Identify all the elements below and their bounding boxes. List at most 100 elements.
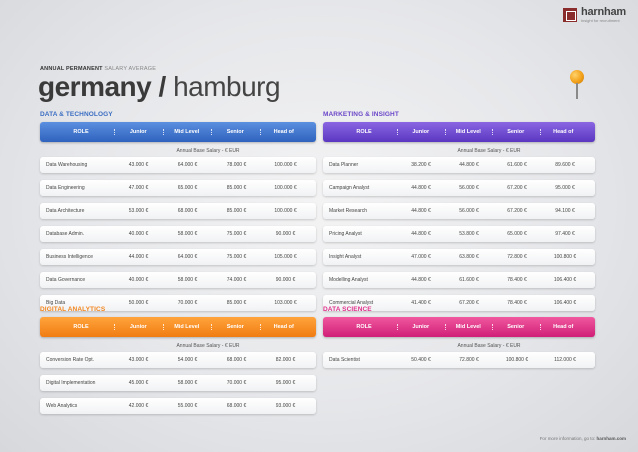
cell-mid: 58.000 €	[177, 380, 198, 386]
cell-mid: 64.000 €	[177, 162, 198, 168]
col-senior: Senior	[211, 129, 260, 135]
salary-subtitle: Annual Base Salary - € EUR	[457, 343, 521, 349]
cell-senior: 78.400 €	[507, 300, 527, 306]
col-role: ROLE	[356, 324, 372, 330]
footer-link[interactable]: harnham.com	[596, 436, 626, 441]
section-title: DATA SCIENCE	[323, 306, 372, 313]
cell-junior: 41.400 €	[411, 300, 431, 306]
row-role: Data Governance	[46, 277, 86, 283]
salary-subtitle: Annual Base Salary - € EUR	[176, 148, 240, 154]
col-junior: Junior	[114, 324, 163, 330]
col-head: Head of	[539, 129, 588, 135]
table-rows: Data Scientist 50.400 € 72.800 € 100.800 € 1…	[323, 352, 595, 368]
cell-senior: 65.000 €	[507, 231, 527, 237]
col-head: Head of	[539, 324, 588, 330]
section-title: DIGITAL ANALYTICS	[40, 306, 106, 313]
salary-subtitle: Annual Base Salary - € EUR	[176, 343, 240, 349]
cell-senior: 78.000 €	[226, 162, 247, 168]
cell-head: 90.000 €	[275, 231, 296, 237]
cell-junior: 47.000 €	[411, 254, 431, 260]
cell-head: 105.000 €	[274, 254, 297, 260]
cell-head: 112.000 €	[554, 357, 576, 363]
row-role: Database Admin.	[46, 231, 85, 237]
cell-junior: 38.200 €	[411, 162, 431, 168]
cell-head: 94.100 €	[555, 208, 575, 214]
section-marketing-insight: MARKETING & INSIGHT ROLE Junior Mid Leve…	[323, 110, 595, 311]
title-city: hamburg	[173, 71, 281, 102]
table-row: Data Warehousing 43.000 € 64.000 € 78.000 €…	[40, 157, 316, 173]
cell-junior: 53.000 €	[128, 208, 149, 214]
cell-head: 103.000 €	[274, 300, 297, 306]
harnham-logo-icon	[562, 8, 577, 22]
row-role: Pricing Analyst	[329, 231, 362, 237]
cell-senior: 72.800 €	[507, 254, 527, 260]
row-role: Campaign Analyst	[329, 185, 370, 191]
col-role: ROLE	[73, 324, 89, 330]
col-mid: Mid Level	[444, 129, 493, 135]
table-header: ROLE Junior Mid Level Senior Head of	[323, 317, 595, 337]
cell-senior: 75.000 €	[226, 231, 247, 237]
cell-junior: 40.000 €	[128, 277, 149, 283]
cell-junior: 44.800 €	[411, 277, 431, 283]
row-role: Data Warehousing	[46, 162, 88, 168]
cell-head: 100.000 €	[274, 162, 297, 168]
table-header: ROLE Junior Mid Level Senior Head of	[40, 317, 316, 337]
table-row: Data Governance 40.000 € 58.000 € 74.000 € 9…	[40, 272, 316, 288]
cell-senior: 67.200 €	[507, 208, 527, 214]
cell-senior: 75.000 €	[226, 254, 247, 260]
col-mid: Mid Level	[444, 324, 493, 330]
cell-head: 95.000 €	[275, 380, 296, 386]
cell-head: 106.400 €	[553, 300, 577, 306]
row-role: Conversion Rate Opt.	[46, 357, 95, 363]
row-role: Insight Analyst	[329, 254, 362, 260]
cell-head: 89.600 €	[555, 162, 575, 168]
cell-head: 82.000 €	[275, 357, 296, 363]
cell-senior: 67.200 €	[507, 185, 527, 191]
col-junior: Junior	[397, 129, 445, 135]
cell-senior: 68.000 €	[226, 403, 247, 409]
table-row: Market Research 44.800 € 56.000 € 67.200 € 9…	[323, 203, 595, 219]
cell-senior: 85.000 €	[226, 208, 247, 214]
row-role: Data Engineering	[46, 185, 85, 191]
col-role: ROLE	[356, 129, 372, 135]
cell-mid: 72.800 €	[459, 357, 479, 363]
table-row: Database Admin. 40.000 € 58.000 € 75.000 € 9…	[40, 226, 316, 242]
table-row: Commercial Analyst 41.400 € 67.200 € 78.400…	[323, 295, 595, 311]
cell-senior: 85.000 €	[226, 185, 247, 191]
table-header: ROLE Junior Mid Level Senior Head of	[323, 122, 595, 142]
cell-mid: 56.000 €	[459, 208, 479, 214]
kicker-bold: ANNUAL PERMANENT	[40, 66, 103, 72]
row-role: Big Data	[46, 300, 66, 306]
cell-head: 106.400 €	[553, 277, 577, 283]
col-junior: Junior	[397, 324, 445, 330]
cell-head: 90.000 €	[275, 277, 296, 283]
row-role: Data Planner	[329, 162, 359, 168]
cell-senior: 68.000 €	[226, 357, 247, 363]
table-row: Insight Analyst 47.000 € 63.800 € 72.800 € 1…	[323, 249, 595, 265]
row-role: Commercial Analyst	[329, 300, 374, 306]
table-rows: Data Planner 38.200 € 44.800 € 61.600 € 89.6…	[323, 157, 595, 311]
cell-junior: 44.800 €	[411, 208, 431, 214]
table-header: ROLE Junior Mid Level Senior Head of	[40, 122, 316, 142]
cell-head: 100.000 €	[274, 185, 297, 191]
cell-head: 93.000 €	[275, 403, 296, 409]
col-role: ROLE	[73, 129, 89, 135]
section-data-science: DATA SCIENCE ROLE Junior Mid Level Senio…	[323, 305, 595, 368]
table-row: Big Data 50.000 € 70.000 € 85.000 € 103.000 …	[40, 295, 316, 311]
table-row: Digital Implementation 45.000 € 58.000 € 70…	[40, 375, 316, 391]
cell-senior: 61.600 €	[507, 162, 527, 168]
cell-mid: 54.000 €	[177, 357, 198, 363]
cell-junior: 47.000 €	[128, 185, 149, 191]
table-row: Modelling Analyst 44.800 € 61.600 € 78.400 …	[323, 272, 595, 288]
page-title: germany / hamburg	[38, 71, 281, 102]
cell-mid: 55.000 €	[177, 403, 198, 409]
cell-mid: 64.000 €	[177, 254, 198, 260]
table-row: Data Architecture 53.000 € 68.000 € 85.000 …	[40, 203, 316, 219]
table-row: Conversion Rate Opt. 43.000 € 54.000 € 68.0…	[40, 352, 316, 368]
cell-mid: 61.600 €	[459, 277, 479, 283]
harnham-logo[interactable]: harnham Insight for recruitment	[562, 6, 626, 24]
cell-mid: 53.800 €	[459, 231, 479, 237]
cell-mid: 65.000 €	[177, 185, 198, 191]
footer-text: For more information, go to:	[539, 436, 596, 441]
cell-head: 100.800 €	[553, 254, 577, 260]
